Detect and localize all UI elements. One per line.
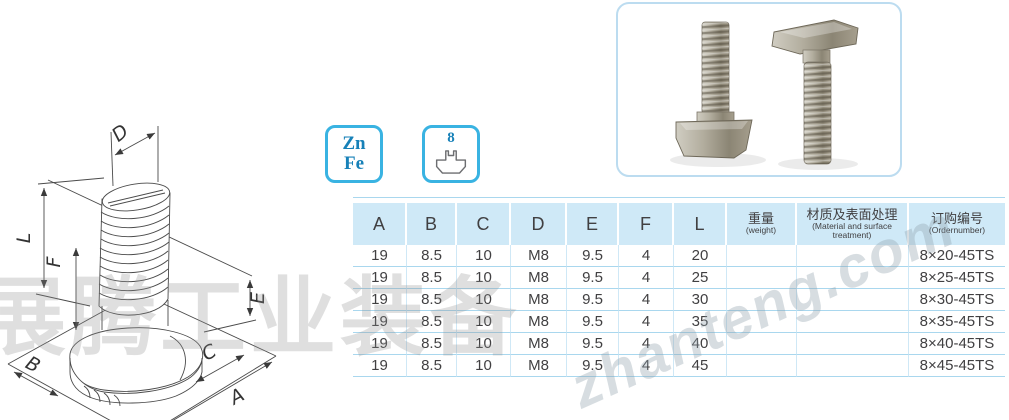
table-cell: 30 xyxy=(674,289,727,311)
col-header-a: A xyxy=(353,203,407,245)
table-cell: M8 xyxy=(511,311,567,333)
t-bolt-photo xyxy=(670,19,859,170)
table-cell: 4 xyxy=(619,245,674,267)
zn-label: Zn xyxy=(342,133,366,155)
table-cell: M8 xyxy=(511,355,567,377)
table-cell-ordernumber: 8×45-45TS xyxy=(909,355,1005,377)
table-cell-weight xyxy=(727,311,797,333)
table-cell-ordernumber: 8×30-45TS xyxy=(909,289,1005,311)
table-cell-ordernumber: 8×20-45TS xyxy=(909,245,1005,267)
table-cell: 9.5 xyxy=(567,333,619,355)
table-cell-material xyxy=(797,355,909,377)
table-cell: 9.5 xyxy=(567,311,619,333)
table-cell: 4 xyxy=(619,333,674,355)
table-cell-weight xyxy=(727,333,797,355)
table-cell-material xyxy=(797,267,909,289)
znfe-plating-badge: Zn Fe xyxy=(325,125,383,183)
table-cell: 10 xyxy=(457,355,511,377)
table-cell: 8.5 xyxy=(407,355,457,377)
table-cell: 10 xyxy=(457,333,511,355)
table-cell: 8.5 xyxy=(407,289,457,311)
table-cell: 19 xyxy=(353,355,407,377)
table-cell: 25 xyxy=(674,267,727,289)
table-cell: 19 xyxy=(353,245,407,267)
table-row: 19 8.5 10 M8 9.5 4 35 8×35-45TS xyxy=(353,311,1005,333)
table-cell: 9.5 xyxy=(567,289,619,311)
table-header-row: A B C D E F L 重量 (weight) 材质及表面处理 (Mater… xyxy=(353,203,1005,245)
table-cell: 8.5 xyxy=(407,245,457,267)
table-cell: 19 xyxy=(353,311,407,333)
col-header-weight: 重量 (weight) xyxy=(727,203,797,245)
col-header-ordernumber: 订购编号 (Ordernumber) xyxy=(909,203,1005,245)
table-row: 19 8.5 10 M8 9.5 4 40 8×40-45TS xyxy=(353,333,1005,355)
table-cell: M8 xyxy=(511,267,567,289)
table-cell: 4 xyxy=(619,311,674,333)
col-header-f: F xyxy=(619,203,674,245)
table-cell: 45 xyxy=(674,355,727,377)
table-row: 19 8.5 10 M8 9.5 4 20 8×20-45TS xyxy=(353,245,1005,267)
fe-label: Fe xyxy=(343,153,365,174)
table-cell: M8 xyxy=(511,289,567,311)
table-cell: M8 xyxy=(511,245,567,267)
table-cell: 10 xyxy=(457,311,511,333)
col-header-l: L xyxy=(674,203,727,245)
table-cell: 8.5 xyxy=(407,333,457,355)
table-cell-ordernumber: 8×40-45TS xyxy=(909,333,1005,355)
col-header-b: B xyxy=(407,203,457,245)
t-slot-profile-icon xyxy=(435,150,467,174)
slot-8-badge: 8 xyxy=(422,125,480,183)
table-cell: 4 xyxy=(619,289,674,311)
dim-label-e: E xyxy=(247,292,269,304)
table-cell: 4 xyxy=(619,267,674,289)
table-cell: 10 xyxy=(457,245,511,267)
table-cell: 10 xyxy=(457,289,511,311)
table-cell-ordernumber: 8×25-45TS xyxy=(909,267,1005,289)
table-cell: 4 xyxy=(619,355,674,377)
table-cell: 9.5 xyxy=(567,245,619,267)
table-cell-material xyxy=(797,333,909,355)
table-cell: 8.5 xyxy=(407,267,457,289)
table-cell: M8 xyxy=(511,333,567,355)
col-header-d: D xyxy=(511,203,567,245)
table-cell-ordernumber: 8×35-45TS xyxy=(909,311,1005,333)
table-cell: 19 xyxy=(353,289,407,311)
table-cell: 35 xyxy=(674,311,727,333)
table-cell: 9.5 xyxy=(567,267,619,289)
dim-label-f: F xyxy=(43,255,65,267)
table-cell-weight xyxy=(727,289,797,311)
spec-table: A B C D E F L 重量 (weight) 材质及表面处理 (Mater… xyxy=(353,197,1005,377)
t-bolt-dimension-drawing: D L F E C A B xyxy=(7,120,277,420)
table-cell: 9.5 xyxy=(567,355,619,377)
table-row: 19 8.5 10 M8 9.5 4 45 8×45-45TS xyxy=(353,355,1005,377)
col-header-material: 材质及表面处理 (Material and surface treatment) xyxy=(797,203,909,245)
table-cell: 40 xyxy=(674,333,727,355)
table-row: 19 8.5 10 M8 9.5 4 30 8×30-45TS xyxy=(353,289,1005,311)
table-cell-material xyxy=(797,311,909,333)
table-cell: 19 xyxy=(353,267,407,289)
slot-size-label: 8 xyxy=(447,130,455,146)
table-cell-weight xyxy=(727,245,797,267)
col-header-c: C xyxy=(457,203,511,245)
table-cell-material xyxy=(797,289,909,311)
table-cell-weight xyxy=(727,355,797,377)
table-cell: 8.5 xyxy=(407,311,457,333)
table-cell-weight xyxy=(727,267,797,289)
table-cell: 19 xyxy=(353,333,407,355)
table-cell: 20 xyxy=(674,245,727,267)
product-photo-frame xyxy=(616,2,902,177)
table-cell-material xyxy=(797,245,909,267)
dim-label-l: L xyxy=(13,233,35,244)
table-row: 19 8.5 10 M8 9.5 4 25 8×25-45TS xyxy=(353,267,1005,289)
col-header-e: E xyxy=(567,203,619,245)
table-cell: 10 xyxy=(457,267,511,289)
